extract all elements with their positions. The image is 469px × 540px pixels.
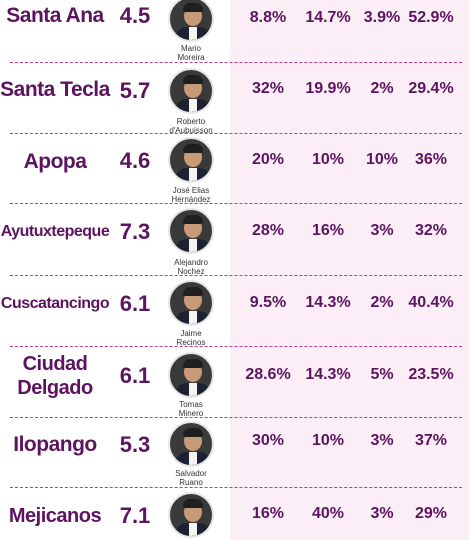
percent-4: 23.5%: [408, 366, 454, 383]
percentages-panel-background: [230, 0, 469, 540]
percent-1: 32%: [251, 80, 285, 97]
row-separator: [10, 203, 462, 204]
city-name: Ciudad Delgado: [17, 353, 93, 399]
percent-4: 37%: [414, 432, 448, 449]
percent-3: 10%: [365, 151, 399, 168]
percent-3: 3%: [370, 432, 394, 449]
percent-2: 10%: [311, 151, 345, 168]
mayor-photo: [168, 280, 214, 326]
row-separator: [10, 62, 462, 63]
row-separator: [10, 133, 462, 134]
approval-score: 7.3: [119, 219, 151, 244]
mayor-name: Salvador Ruano: [175, 469, 207, 487]
percent-3: 3.9%: [363, 9, 401, 26]
city-name: Santa Ana: [6, 4, 104, 27]
percent-1: 8.8%: [249, 9, 287, 26]
percent-1: 20%: [251, 151, 285, 168]
mayor-name: Alejandro Nochez: [174, 258, 208, 276]
percent-1: 28.6%: [245, 366, 291, 383]
approval-score: 4.6: [119, 148, 151, 173]
percent-1: 9.5%: [249, 294, 287, 311]
percent-3: 3%: [370, 222, 394, 239]
percent-1: 30%: [251, 432, 285, 449]
mayor-name: Mario Moreira: [177, 44, 205, 62]
percent-2: 14.3%: [305, 366, 351, 383]
mayor-name: Roberto d'Aubuisson: [169, 117, 213, 135]
percent-4: 29%: [414, 505, 448, 522]
mayor-photo: [168, 352, 214, 398]
mayor-photo: [168, 137, 214, 183]
city-name: Apopa: [23, 150, 87, 173]
percent-4: 52.9%: [408, 9, 454, 26]
approval-score: 5.7: [119, 78, 151, 103]
city-name: Cuscatancingo: [0, 295, 110, 312]
approval-score: 7.1: [119, 503, 151, 528]
percent-2: 40%: [311, 505, 345, 522]
percent-3: 3%: [370, 505, 394, 522]
city-name: Santa Tecla: [0, 78, 110, 101]
percent-3: 5%: [370, 366, 394, 383]
row-separator: [10, 417, 462, 418]
mayor-photo: [168, 0, 214, 42]
mayor-name: Tomas Minero: [178, 400, 204, 418]
percent-4: 32%: [414, 222, 448, 239]
mayor-photo: [168, 208, 214, 254]
approval-score: 6.1: [119, 291, 151, 316]
mayor-photo: [168, 68, 214, 114]
percent-2: 10%: [311, 432, 345, 449]
percent-4: 29.4%: [408, 80, 454, 97]
percent-3: 2%: [370, 80, 394, 97]
percent-2: 14.3%: [305, 294, 351, 311]
row-separator: [10, 487, 462, 488]
approval-score: 6.1: [119, 363, 151, 388]
mayor-photo: [168, 492, 214, 538]
approval-score: 5.3: [119, 432, 151, 457]
mayor-name: José Elias Hernández: [171, 186, 211, 204]
percent-2: 14.7%: [305, 9, 351, 26]
percent-4: 40.4%: [408, 294, 454, 311]
city-name: Ilopango: [13, 433, 97, 456]
percent-1: 16%: [251, 505, 285, 522]
row-separator: [10, 346, 462, 347]
percent-1: 28%: [251, 222, 285, 239]
percent-2: 19.9%: [305, 80, 351, 97]
approval-score: 4.5: [119, 3, 151, 28]
city-name: Ayutuxtepeque: [0, 223, 110, 240]
city-name: Mejicanos: [8, 505, 102, 527]
percent-4: 36%: [414, 151, 448, 168]
percent-2: 16%: [311, 222, 345, 239]
mayor-name: Jaime Recinos: [176, 329, 206, 347]
percent-3: 2%: [370, 294, 394, 311]
row-separator: [10, 275, 462, 276]
mayor-photo: [168, 421, 214, 467]
